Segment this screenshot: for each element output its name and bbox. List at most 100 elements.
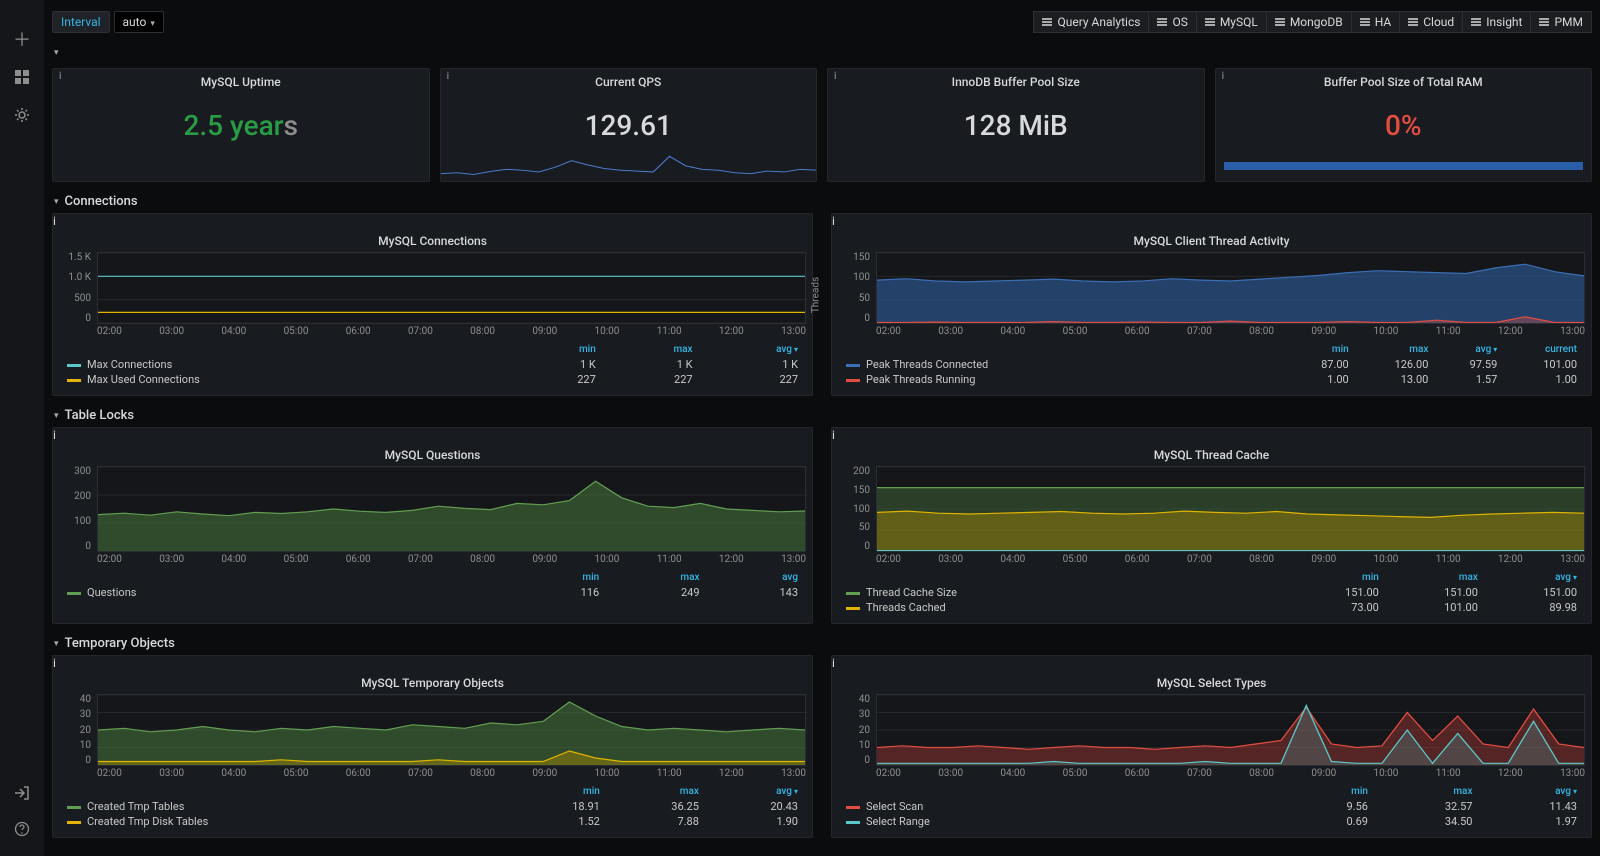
- section-header[interactable]: ▾Table Locks: [52, 396, 1592, 427]
- chart-plot[interactable]: [876, 694, 1585, 766]
- legend: minmaxavgcurrentPeak Threads Connected87…: [840, 342, 1583, 387]
- legend-row[interactable]: Max Used Connections227227227: [61, 372, 804, 387]
- menu-icon: [1205, 18, 1215, 26]
- topbar: Interval auto Query AnalyticsOSMySQLMong…: [52, 8, 1592, 36]
- collapse-row-toggle[interactable]: ▾: [52, 44, 1592, 62]
- chart-row: i MySQL Questions 3002001000 02:0003:000…: [52, 427, 1592, 624]
- section-header[interactable]: ▾Connections: [52, 182, 1592, 213]
- legend: minmaxavgCreated Tmp Tables18.9136.2520.…: [61, 784, 804, 829]
- legend-row[interactable]: Created Tmp Tables18.9136.2520.43: [61, 799, 804, 814]
- x-axis: 02:0003:0004:0005:0006:0007:0008:0009:00…: [876, 326, 1585, 338]
- menu-icon: [1360, 18, 1370, 26]
- chart-row: i MySQL Temporary Objects 403020100 02:0…: [52, 655, 1592, 838]
- y-axis: 150100500: [838, 252, 874, 324]
- info-icon[interactable]: i: [832, 656, 835, 670]
- dashboards-icon[interactable]: [13, 68, 31, 86]
- legend-row[interactable]: Peak Threads Running1.0013.001.571.00: [840, 372, 1583, 387]
- legend-row[interactable]: Created Tmp Disk Tables1.527.881.90: [61, 814, 804, 829]
- x-axis: 02:0003:0004:0005:0006:0007:0008:0009:00…: [97, 768, 806, 780]
- add-icon[interactable]: ＋: [13, 30, 31, 48]
- legend: minmaxavgQuestions116249143: [61, 570, 804, 600]
- nav-link-mysql[interactable]: MySQL: [1196, 11, 1267, 33]
- nav-link-query-analytics[interactable]: Query Analytics: [1033, 11, 1149, 33]
- y-axis: 403020100: [59, 694, 95, 766]
- menu-icon: [1539, 18, 1549, 26]
- stat-panel[interactable]: iMySQL Uptime2.5 years: [52, 68, 430, 182]
- nav-link-mongodb[interactable]: MongoDB: [1266, 11, 1352, 33]
- nav-link-cloud[interactable]: Cloud: [1399, 11, 1463, 33]
- info-icon[interactable]: i: [447, 71, 450, 82]
- chart-title: MySQL Questions: [53, 442, 812, 464]
- menu-icon: [1042, 18, 1052, 26]
- info-icon[interactable]: i: [53, 428, 56, 442]
- chart-title: MySQL Client Thread Activity: [832, 228, 1591, 250]
- chart-panel-seltypes[interactable]: i MySQL Select Types 403020100 02:0003:0…: [831, 655, 1592, 838]
- menu-icon: [1408, 18, 1418, 26]
- nav-link-os[interactable]: OS: [1148, 11, 1196, 33]
- legend-row[interactable]: Max Connections1 K1 K1 K: [61, 357, 804, 372]
- y-axis: 403020100: [838, 694, 874, 766]
- info-icon[interactable]: i: [53, 656, 56, 670]
- info-icon[interactable]: i: [53, 214, 56, 228]
- nav-link-ha[interactable]: HA: [1351, 11, 1401, 33]
- legend-row[interactable]: Select Range0.6934.501.97: [840, 814, 1583, 829]
- chart-title: MySQL Select Types: [832, 670, 1591, 692]
- menu-icon: [1157, 18, 1167, 26]
- chart-panel-threads[interactable]: i MySQL Client Thread Activity Threads 1…: [831, 213, 1592, 396]
- stat-title: InnoDB Buffer Pool Size: [828, 69, 1204, 91]
- chart-plot[interactable]: [97, 252, 806, 324]
- menu-icon: [1275, 18, 1285, 26]
- help-icon[interactable]: [13, 820, 31, 838]
- legend-row[interactable]: Threads Cached73.00101.0089.98: [840, 600, 1583, 615]
- chart-panel-questions[interactable]: i MySQL Questions 3002001000 02:0003:000…: [52, 427, 813, 624]
- stat-title: MySQL Uptime: [53, 69, 429, 91]
- interval-select[interactable]: auto: [114, 11, 164, 33]
- chart-plot[interactable]: [97, 466, 806, 552]
- section-header[interactable]: ▾Temporary Objects: [52, 624, 1592, 655]
- nav-links: Query AnalyticsOSMySQLMongoDBHACloudInsi…: [1034, 11, 1592, 33]
- legend-row[interactable]: Questions116249143: [61, 585, 804, 600]
- y-axis: 200150100500: [838, 466, 874, 552]
- sidebar: ＋: [0, 0, 44, 856]
- chart-plot[interactable]: [97, 694, 806, 766]
- info-icon[interactable]: i: [1222, 71, 1225, 82]
- chart-plot[interactable]: [876, 466, 1585, 552]
- nav-link-pmm[interactable]: PMM: [1530, 11, 1592, 33]
- stat-panel[interactable]: iCurrent QPS129.61: [440, 68, 818, 182]
- legend-row[interactable]: Select Scan9.5632.5711.43: [840, 799, 1583, 814]
- chart-panel-tcache[interactable]: i MySQL Thread Cache 200150100500 02:000…: [831, 427, 1592, 624]
- settings-icon[interactable]: [13, 106, 31, 124]
- stat-panel[interactable]: iInnoDB Buffer Pool Size128 MiB: [827, 68, 1205, 182]
- legend-row[interactable]: Peak Threads Connected87.00126.0097.5910…: [840, 357, 1583, 372]
- info-icon[interactable]: i: [832, 428, 835, 442]
- legend: minmaxavgSelect Scan9.5632.5711.43Select…: [840, 784, 1583, 829]
- stat-panel[interactable]: iBuffer Pool Size of Total RAM0%: [1215, 68, 1593, 182]
- info-icon[interactable]: i: [59, 71, 62, 82]
- info-icon[interactable]: i: [834, 71, 837, 82]
- chart-title: MySQL Connections: [53, 228, 812, 250]
- x-axis: 02:0003:0004:0005:0006:0007:0008:0009:00…: [97, 326, 806, 338]
- chart-row: i MySQL Connections 1.5 K1.0 K5000 02:00…: [52, 213, 1592, 396]
- chart-title: MySQL Temporary Objects: [53, 670, 812, 692]
- menu-icon: [1471, 18, 1481, 26]
- stat-title: Buffer Pool Size of Total RAM: [1216, 69, 1592, 91]
- signin-icon[interactable]: [13, 784, 31, 802]
- x-axis: 02:0003:0004:0005:0006:0007:0008:0009:00…: [876, 554, 1585, 566]
- nav-link-insight[interactable]: Insight: [1462, 11, 1531, 33]
- interval-label[interactable]: Interval: [52, 11, 110, 33]
- chart-panel-tmpobj[interactable]: i MySQL Temporary Objects 403020100 02:0…: [52, 655, 813, 838]
- main: ▾ iMySQL Uptime2.5 yearsiCurrent QPS129.…: [52, 44, 1592, 856]
- legend: minmaxavgMax Connections1 K1 K1 KMax Use…: [61, 342, 804, 387]
- legend-row[interactable]: Thread Cache Size151.00151.00151.00: [840, 585, 1583, 600]
- legend: minmaxavgThread Cache Size151.00151.0015…: [840, 570, 1583, 615]
- y-axis-label: Threads: [810, 277, 821, 313]
- chart-title: MySQL Thread Cache: [832, 442, 1591, 464]
- x-axis: 02:0003:0004:0005:0006:0007:0008:0009:00…: [876, 768, 1585, 780]
- info-icon[interactable]: i: [832, 214, 835, 228]
- chart-panel-conn[interactable]: i MySQL Connections 1.5 K1.0 K5000 02:00…: [52, 213, 813, 396]
- stat-bar: [1224, 162, 1584, 170]
- chart-plot[interactable]: [876, 252, 1585, 324]
- y-axis: 3002001000: [59, 466, 95, 552]
- x-axis: 02:0003:0004:0005:0006:0007:0008:0009:00…: [97, 554, 806, 566]
- stat-title: Current QPS: [441, 69, 817, 91]
